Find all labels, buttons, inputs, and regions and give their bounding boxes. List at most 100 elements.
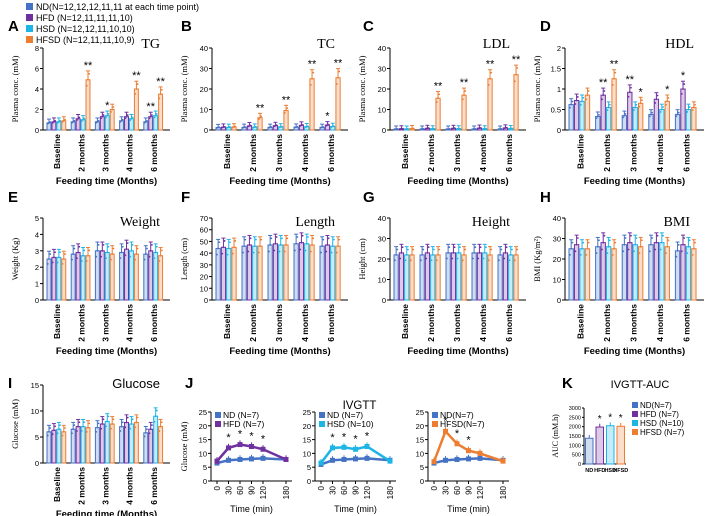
data-point bbox=[500, 127, 503, 130]
data-point bbox=[78, 116, 81, 119]
data-point bbox=[57, 256, 60, 259]
y-tick-label: 0 bbox=[35, 459, 39, 468]
x-tick-label: 120 bbox=[363, 485, 372, 499]
y-tick-label: 0 bbox=[578, 462, 581, 468]
x-tick-label-6-months: 6 months bbox=[504, 134, 514, 172]
data-point bbox=[326, 244, 329, 246]
data-point bbox=[57, 120, 60, 123]
x-tick-label: 30 bbox=[442, 485, 451, 494]
bar-hfd-6-months bbox=[148, 250, 154, 301]
data-point bbox=[160, 88, 163, 91]
legend-label-hfsd: HFSD (N=12,11,11,10,9) bbox=[36, 35, 134, 45]
bar-hfsd-6-months bbox=[513, 254, 519, 301]
data-point bbox=[575, 99, 578, 102]
y-tick-label: 25 bbox=[416, 408, 424, 417]
significance-mark: * bbox=[249, 431, 254, 443]
significance-mark: ** bbox=[599, 77, 608, 89]
x-tick-label: 60 bbox=[453, 485, 462, 494]
bar-hsd-6-months bbox=[153, 251, 159, 301]
x-tick-label-3-months: 3 months bbox=[452, 134, 462, 172]
bar-hfd-4-months bbox=[124, 248, 129, 301]
data-point bbox=[485, 127, 487, 130]
data-point bbox=[630, 86, 632, 89]
data-point bbox=[77, 117, 80, 120]
y-axis-label: BMI (Kg/m²) bbox=[532, 236, 542, 282]
x-tick-label-6-months: 6 months bbox=[326, 134, 336, 172]
data-point bbox=[638, 252, 641, 254]
data-point bbox=[88, 249, 91, 252]
data-point bbox=[333, 238, 335, 241]
data-point bbox=[87, 78, 89, 81]
data-point bbox=[676, 249, 679, 252]
data-point bbox=[325, 250, 328, 253]
data-point bbox=[48, 430, 50, 433]
y-axis-label: Plasma conc. (mM) bbox=[10, 55, 20, 122]
data-point bbox=[85, 430, 88, 433]
bar-nd-baseline bbox=[568, 248, 574, 301]
y-tick-label: 0 bbox=[204, 296, 208, 305]
panel-h: 0 10 20 30 40 BMI (Kg/m²) BMI Baseline 2 months 3… bbox=[532, 214, 704, 357]
data-point bbox=[218, 241, 221, 244]
bar-hfsd-2-months bbox=[611, 248, 617, 301]
data-point bbox=[483, 251, 486, 254]
data-point bbox=[634, 243, 637, 246]
data-point bbox=[56, 261, 59, 264]
data-point bbox=[111, 108, 114, 111]
data-point bbox=[425, 257, 428, 260]
data-point bbox=[64, 118, 66, 121]
x-tick-label-3-months: 3 months bbox=[452, 304, 462, 342]
significance-mark: ** bbox=[434, 81, 443, 93]
data-point bbox=[82, 118, 84, 121]
x-tick-label-nd: ND bbox=[585, 468, 593, 474]
data-point bbox=[105, 257, 107, 260]
data-point bbox=[587, 241, 590, 244]
data-point bbox=[601, 248, 603, 251]
data-point bbox=[101, 249, 104, 252]
y-tick-label: 3000 bbox=[569, 406, 581, 412]
data-point bbox=[64, 253, 66, 255]
x-tick-label: 30 bbox=[329, 485, 338, 494]
data-point bbox=[459, 246, 461, 249]
bar-hfd-6-months bbox=[324, 244, 331, 301]
data-point bbox=[479, 127, 482, 129]
legend-label-hfd: HFD (N=7) bbox=[223, 419, 264, 429]
significance-mark: ** bbox=[486, 59, 495, 71]
data-point bbox=[120, 425, 123, 428]
data-point bbox=[585, 254, 588, 256]
data-point bbox=[270, 126, 273, 128]
bar-hsd-4-months bbox=[304, 243, 310, 301]
y-tick-label: 40 bbox=[378, 214, 386, 223]
data-point bbox=[110, 111, 112, 113]
data-point bbox=[134, 93, 137, 95]
data-point bbox=[54, 251, 57, 254]
data-point bbox=[635, 237, 638, 239]
x-tick-label: 60 bbox=[236, 485, 245, 494]
data-point bbox=[153, 257, 156, 260]
data-point bbox=[155, 113, 158, 115]
data-point bbox=[149, 115, 152, 118]
data-point bbox=[585, 98, 588, 101]
data-point bbox=[453, 127, 456, 130]
data-point bbox=[151, 243, 153, 246]
data-point bbox=[73, 247, 76, 250]
data-point bbox=[87, 254, 89, 257]
panel-b: 0 10 20 30 40 Plasma conc. (mM) TC Baseline 2 mo… bbox=[179, 37, 348, 187]
data-point bbox=[692, 106, 695, 109]
data-point bbox=[694, 103, 696, 106]
data-point bbox=[131, 116, 134, 119]
data-point bbox=[438, 248, 441, 251]
legend-swatch-hsd bbox=[319, 421, 325, 427]
x-tick-label: 180 bbox=[282, 485, 291, 499]
data-point bbox=[102, 243, 105, 246]
data-point bbox=[489, 77, 491, 80]
data-point bbox=[421, 254, 424, 256]
y-tick-label: 20 bbox=[553, 255, 561, 264]
data-point bbox=[479, 246, 482, 249]
x-tick-label-2-months: 2 months bbox=[248, 304, 258, 342]
data-point bbox=[613, 247, 615, 250]
data-point bbox=[85, 84, 88, 87]
data-point bbox=[73, 119, 76, 122]
data-point bbox=[281, 125, 283, 128]
bar-hsd-3-months bbox=[104, 251, 110, 301]
data-point bbox=[582, 241, 585, 244]
